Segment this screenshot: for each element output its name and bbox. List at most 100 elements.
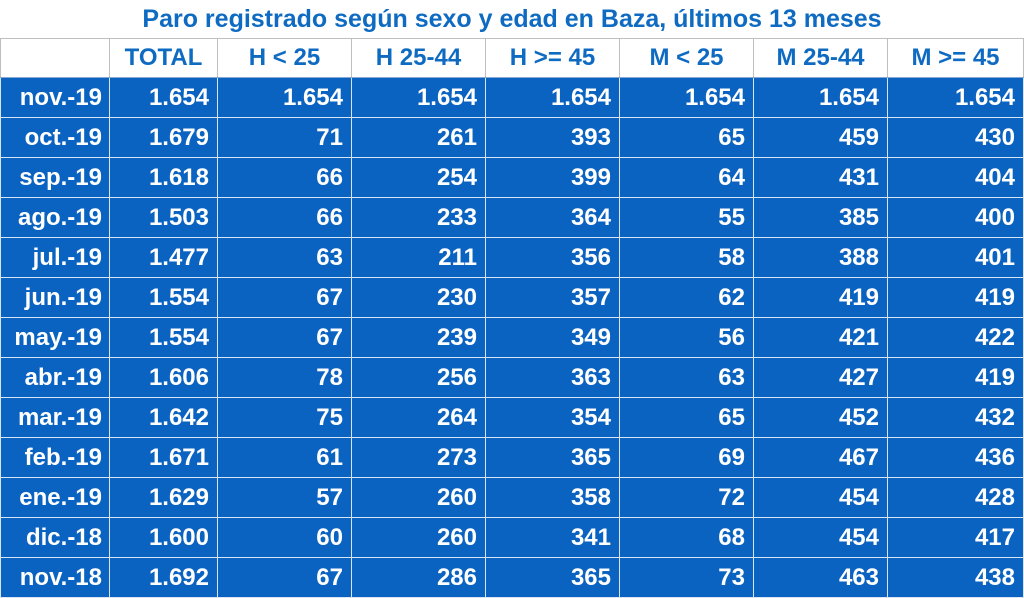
table-cell: 454 xyxy=(753,517,888,558)
column-header-total: TOTAL xyxy=(109,38,218,78)
table-cell: 431 xyxy=(753,157,888,198)
table-cell: 419 xyxy=(753,277,888,318)
table-body: nov.-19 1.654 1.654 1.654 1.654 1.654 1.654 1.6… xyxy=(0,77,1024,598)
row-month-label: nov.-19 xyxy=(0,77,110,118)
column-header-h-25-44: H 25-44 xyxy=(351,38,486,78)
table-row: nov.-18 1.692 67 286 365 73 463 438 xyxy=(0,557,1024,598)
table-cell: 357 xyxy=(485,277,620,318)
table-cell: 365 xyxy=(485,437,620,478)
row-month-label: ene.-19 xyxy=(0,477,110,518)
table-cell: 64 xyxy=(619,157,754,198)
table-cell: 400 xyxy=(887,197,1024,238)
table-cell: 388 xyxy=(753,237,888,278)
table-cell: 1.554 xyxy=(109,317,218,358)
table-cell: 68 xyxy=(619,517,754,558)
table-cell: 211 xyxy=(351,237,486,278)
unemployment-table: TOTAL H < 25 H 25-44 H >= 45 M < 25 M 25… xyxy=(0,38,1024,598)
table-cell: 459 xyxy=(753,117,888,158)
table-cell: 57 xyxy=(217,477,352,518)
table-row: feb.-19 1.671 61 273 365 69 467 436 xyxy=(0,437,1024,478)
table-cell: 73 xyxy=(619,557,754,598)
table-cell: 428 xyxy=(887,477,1024,518)
table-cell: 63 xyxy=(619,357,754,398)
table-cell: 1.654 xyxy=(887,77,1024,118)
table-cell: 419 xyxy=(887,357,1024,398)
table-row: ene.-19 1.629 57 260 358 72 454 428 xyxy=(0,477,1024,518)
table-cell: 421 xyxy=(753,317,888,358)
table-cell: 438 xyxy=(887,557,1024,598)
table-cell: 364 xyxy=(485,197,620,238)
table-row: jul.-19 1.477 63 211 356 58 388 401 xyxy=(0,237,1024,278)
table-cell: 1.554 xyxy=(109,277,218,318)
row-month-label: may.-19 xyxy=(0,317,110,358)
table-cell: 363 xyxy=(485,357,620,398)
table-cell: 66 xyxy=(217,157,352,198)
table-cell: 467 xyxy=(753,437,888,478)
table-row: abr.-19 1.606 78 256 363 63 427 419 xyxy=(0,357,1024,398)
table-cell: 341 xyxy=(485,517,620,558)
row-month-label: ago.-19 xyxy=(0,197,110,238)
row-month-label: jun.-19 xyxy=(0,277,110,318)
table-cell: 430 xyxy=(887,117,1024,158)
table-cell: 286 xyxy=(351,557,486,598)
table-cell: 56 xyxy=(619,317,754,358)
table-cell: 1.654 xyxy=(619,77,754,118)
table-cell: 432 xyxy=(887,397,1024,438)
table-cell: 233 xyxy=(351,197,486,238)
table-cell: 385 xyxy=(753,197,888,238)
header-row: TOTAL H < 25 H 25-44 H >= 45 M < 25 M 25… xyxy=(0,38,1024,78)
table-cell: 62 xyxy=(619,277,754,318)
table-cell: 58 xyxy=(619,237,754,278)
column-header-m-45-plus: M >= 45 xyxy=(887,38,1024,78)
table-cell: 1.477 xyxy=(109,237,218,278)
table-cell: 273 xyxy=(351,437,486,478)
table-row: dic.-18 1.600 60 260 341 68 454 417 xyxy=(0,517,1024,558)
row-month-label: jul.-19 xyxy=(0,237,110,278)
table-cell: 417 xyxy=(887,517,1024,558)
table-cell: 393 xyxy=(485,117,620,158)
table-cell: 401 xyxy=(887,237,1024,278)
table-cell: 254 xyxy=(351,157,486,198)
table-cell: 1.654 xyxy=(217,77,352,118)
table-cell: 349 xyxy=(485,317,620,358)
table-cell: 65 xyxy=(619,397,754,438)
table-cell: 356 xyxy=(485,237,620,278)
table-title: Paro registrado según sexo y edad en Baz… xyxy=(0,0,1024,38)
table-cell: 75 xyxy=(217,397,352,438)
table-cell: 239 xyxy=(351,317,486,358)
column-header-m-25-44: M 25-44 xyxy=(753,38,888,78)
table-cell: 1.671 xyxy=(109,437,218,478)
table-cell: 1.679 xyxy=(109,117,218,158)
table-cell: 65 xyxy=(619,117,754,158)
table-cell: 399 xyxy=(485,157,620,198)
table-cell: 1.606 xyxy=(109,357,218,398)
table-cell: 1.618 xyxy=(109,157,218,198)
table-cell: 1.642 xyxy=(109,397,218,438)
table-row: may.-19 1.554 67 239 349 56 421 422 xyxy=(0,317,1024,358)
table-cell: 71 xyxy=(217,117,352,158)
table-row: nov.-19 1.654 1.654 1.654 1.654 1.654 1.654 1.6… xyxy=(0,77,1024,118)
table-cell: 358 xyxy=(485,477,620,518)
table-row: ago.-19 1.503 66 233 364 55 385 400 xyxy=(0,197,1024,238)
row-month-label: sep.-19 xyxy=(0,157,110,198)
table-cell: 261 xyxy=(351,117,486,158)
table-cell: 260 xyxy=(351,477,486,518)
table-cell: 1.654 xyxy=(109,77,218,118)
row-month-label: abr.-19 xyxy=(0,357,110,398)
table-row: sep.-19 1.618 66 254 399 64 431 404 xyxy=(0,157,1024,198)
column-header-m-under-25: M < 25 xyxy=(619,38,754,78)
table-cell: 436 xyxy=(887,437,1024,478)
table-cell: 67 xyxy=(217,277,352,318)
table-cell: 354 xyxy=(485,397,620,438)
table-cell: 427 xyxy=(753,357,888,398)
table-cell: 72 xyxy=(619,477,754,518)
table-cell: 63 xyxy=(217,237,352,278)
table-cell: 1.629 xyxy=(109,477,218,518)
table-cell: 1.503 xyxy=(109,197,218,238)
table-cell: 452 xyxy=(753,397,888,438)
row-month-label: oct.-19 xyxy=(0,117,110,158)
column-header-h-45-plus: H >= 45 xyxy=(485,38,620,78)
row-month-label: mar.-19 xyxy=(0,397,110,438)
table-cell: 419 xyxy=(887,277,1024,318)
table-cell: 60 xyxy=(217,517,352,558)
